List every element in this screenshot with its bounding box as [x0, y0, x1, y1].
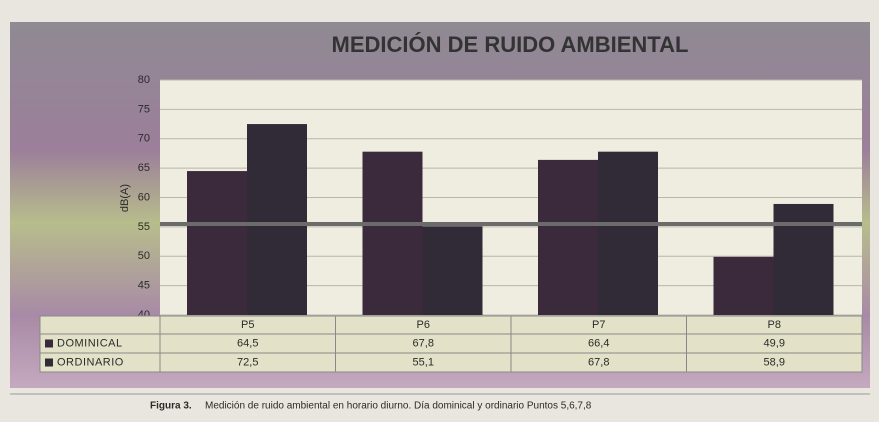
table-value: 66,4	[588, 337, 609, 349]
y-tick-label: 55	[138, 221, 150, 233]
x-tick-label: P6	[417, 319, 430, 331]
table-background	[39, 315, 863, 373]
table-value: 58,9	[764, 356, 785, 368]
y-tick-label: 50	[138, 250, 150, 262]
legend-swatch	[45, 358, 53, 367]
table-value: 67,8	[588, 356, 609, 368]
bar	[247, 124, 307, 315]
table-value: 64,5	[237, 337, 258, 349]
bar	[773, 203, 834, 315]
y-tick-label: 45	[138, 280, 150, 292]
table-value: 67,8	[413, 337, 434, 349]
x-tick-label: P7	[592, 319, 605, 331]
x-tick-label: P5	[241, 319, 254, 331]
chart-title: MEDICIÓN DE RUIDO AMBIENTAL	[332, 32, 689, 57]
bar	[598, 151, 658, 315]
table-value: 55,1	[413, 356, 434, 368]
y-axis-label: dB(A)	[119, 184, 131, 212]
legend-swatch	[45, 339, 53, 348]
table-value: 49,9	[764, 337, 785, 349]
y-tick-label: 80	[138, 74, 150, 86]
bar	[187, 171, 247, 315]
bar	[713, 256, 774, 315]
y-tick-label: 60	[138, 191, 150, 203]
x-tick-label: P8	[768, 319, 781, 331]
y-tick-label: 65	[138, 162, 150, 174]
y-tick-label: 70	[138, 133, 150, 145]
caption: Medición de ruido ambiental en horario d…	[205, 401, 592, 412]
caption-label: Figura 3.	[150, 401, 192, 412]
bar	[422, 226, 483, 315]
bar	[538, 159, 598, 315]
table-value: 72,5	[237, 356, 258, 368]
bar	[362, 151, 423, 315]
y-tick-label: 75	[138, 103, 150, 115]
legend-label: DOMINICAL	[57, 337, 123, 349]
legend-label: ORDINARIO	[57, 356, 124, 368]
